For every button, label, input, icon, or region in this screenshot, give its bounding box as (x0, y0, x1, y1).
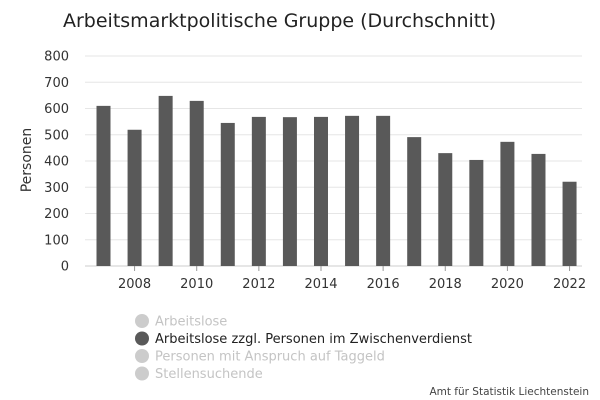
source-credit: Amt für Statistik Liechtenstein (429, 386, 589, 398)
bar-2015[interactable] (345, 115, 360, 266)
legend-label: Arbeitslose zzgl. Personen im Zwischenve… (155, 332, 472, 347)
x-tick-label: 2010 (180, 277, 213, 292)
bar-2008[interactable] (127, 129, 142, 266)
y-tick-label: 400 (44, 155, 69, 170)
bar-2011[interactable] (220, 122, 235, 266)
y-axis-ticks: 0 100 200 300 400 500 600 700 800 (44, 50, 69, 275)
x-tick-label: 2020 (491, 277, 524, 292)
x-tick-label: 2016 (367, 277, 400, 292)
bar-2020[interactable] (500, 141, 515, 266)
bar-2014[interactable] (313, 116, 328, 267)
legend[interactable]: Arbeitslose Arbeitslose zzgl. Personen im… (135, 314, 472, 382)
bar-2018[interactable] (438, 153, 453, 266)
y-tick-label: 800 (44, 50, 69, 65)
legend-item[interactable]: Personen mit Anspruch auf Taggeld (135, 349, 385, 365)
bars (96, 95, 577, 267)
x-tick-label: 2012 (242, 277, 275, 292)
bar-2010[interactable] (189, 100, 204, 266)
y-tick-label: 200 (44, 207, 69, 222)
y-tick-label: 0 (61, 260, 69, 275)
legend-marker (135, 349, 149, 363)
bar-2019[interactable] (469, 159, 484, 266)
bar-2009[interactable] (158, 95, 173, 267)
legend-item[interactable]: Stellensuchende (135, 366, 263, 383)
bar-2013[interactable] (282, 117, 297, 266)
legend-item[interactable]: Arbeitslose (135, 314, 227, 330)
x-axis-ticks: 2008 2010 2012 2014 2016 2018 2020 2022 (118, 266, 586, 292)
bar-2007[interactable] (96, 105, 111, 266)
bar-2021[interactable] (531, 153, 546, 266)
legend-marker (135, 314, 149, 328)
y-tick-label: 600 (44, 102, 69, 117)
x-tick-label: 2014 (304, 277, 337, 292)
legend-label: Stellensuchende (155, 367, 263, 382)
bar-2017[interactable] (407, 137, 422, 266)
bar-2012[interactable] (251, 116, 266, 267)
y-axis-label: Personen (19, 128, 35, 193)
bar-2016[interactable] (376, 115, 391, 266)
legend-label: Arbeitslose (155, 315, 227, 330)
y-tick-label: 500 (44, 128, 69, 143)
y-tick-label: 700 (44, 76, 69, 91)
x-tick-label: 2018 (429, 277, 462, 292)
y-tick-label: 300 (44, 181, 69, 196)
legend-item[interactable]: Arbeitslose zzgl. Personen im Zwischenve… (135, 331, 472, 348)
bar-2022[interactable] (562, 181, 577, 266)
chart-title: Arbeitsmarktpolitische Gruppe (Durchschn… (63, 10, 496, 32)
x-tick-label: 2008 (118, 277, 151, 292)
legend-marker (135, 366, 149, 381)
legend-marker (135, 331, 149, 346)
x-tick-label: 2022 (553, 277, 586, 292)
y-tick-label: 100 (44, 233, 69, 248)
legend-label: Personen mit Anspruch auf Taggeld (155, 350, 385, 365)
